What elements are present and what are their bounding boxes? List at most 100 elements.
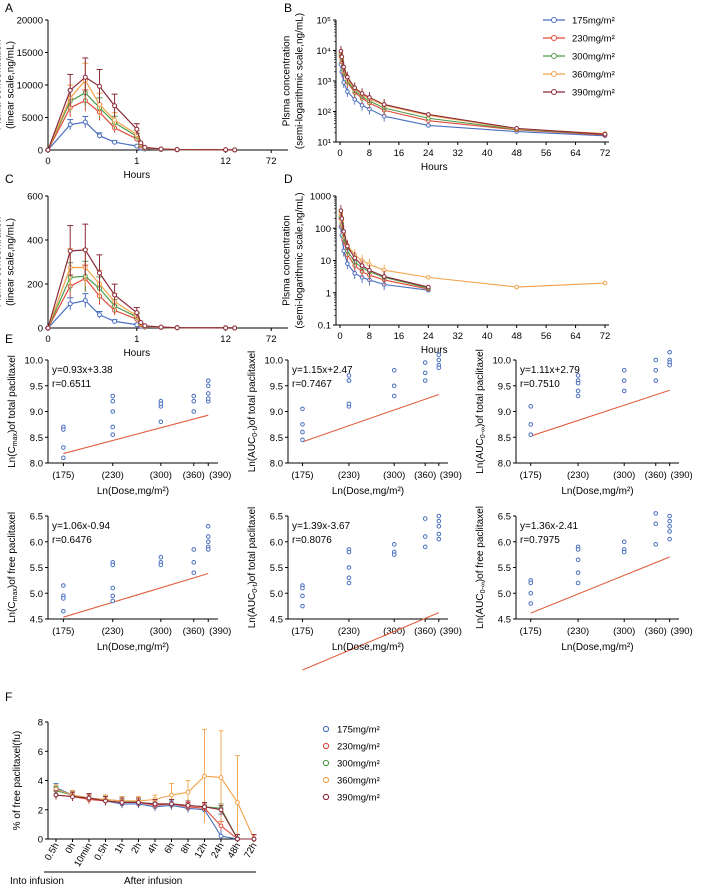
scatter-point-E1 [110,398,116,404]
panel-C-ylabel: Plsma concentration (linear scale,ng/mL) [0,217,17,308]
scatter-point-E5 [346,575,352,581]
panel-E3-r-value: r=0.7510 [520,379,560,390]
scatter-point-E5 [422,544,428,550]
legend-F-label-175mg/m2: 175mg/m² [337,725,380,736]
panel-C-ytick-label: 200 [27,280,43,291]
panel-E3-ytick-label: 9.5 [498,381,511,392]
data-point-D-390mg/m2 [345,243,350,249]
scatter-point-E1 [191,409,197,414]
panel-E2-ytick-label: 10.0 [265,356,284,367]
panel-E6-r-value: r=0.7975 [520,535,560,546]
panel-E2-ytick-label: 8.5 [270,433,283,444]
series-line-A-360mg/m2 [47,79,235,151]
scatter-point-E1 [110,409,116,414]
data-point-B-390mg/m2 [359,91,365,96]
scatter-point-E5 [436,513,442,519]
data-point-C-390mg/m2 [223,325,229,331]
panel-F-xtick-label: 8h [179,841,194,856]
data-point-D-390mg/m2 [341,229,346,234]
panel-C-ytick-label: 400 [27,236,43,247]
panel-E4-ylabel: Ln(Cmax)of free paclitaxel [7,512,19,623]
data-point-F-390mg/m2 [202,804,207,810]
panel-B-xtick-label: 56 [541,148,552,159]
scatter-point-E6 [575,557,581,563]
panel-F-xtick-label: 4h [146,841,161,856]
scatter-point-E5 [436,531,442,537]
panel-E3-ylabel-text: Ln(AUC0-∞)of total paclitaxel [475,349,487,474]
panel-D-xtick-label: 72 [600,331,611,342]
data-point-D-390mg/m2 [339,216,345,221]
scatter-point-E2 [300,437,305,443]
data-point-B-390mg/m2 [341,64,346,70]
panel-C-ytick-label: 0 [38,324,43,335]
scatter-point-E3 [621,388,627,394]
panel-E6-ylabel: Ln(AUC0-∞)of free paclitaxel [475,506,487,629]
scatter-point-E1 [205,391,211,396]
scatter-point-E4 [61,608,66,614]
panel-label-E: E [5,332,13,346]
data-point-F-390mg/m2 [235,836,240,842]
data-point-A-390mg/m2 [82,74,88,80]
panel-F-xtick-label: 0.5h [43,841,62,863]
panel-E5-ytick-label: 4.5 [270,615,283,626]
panel-E2-equation: y=1.15x+2.47 [292,365,353,376]
data-point-C-175mg/m2 [82,298,88,303]
data-point-F-390mg/m2 [185,802,191,808]
panel-E5-r-value: r=0.8076 [292,535,332,546]
data-point-B-390mg/m2 [514,126,519,131]
panel-E6-xtick-label: (390) [671,626,693,637]
panel-E4-xtick-label: (230) [102,626,124,637]
panel-E5-xtick-label: (230) [338,626,360,637]
panel-C-xtick-label: 0 [45,334,50,345]
data-point-B-175mg/m2 [426,123,431,128]
scatter-point-E6 [653,521,659,527]
data-point-A-390mg/m2 [67,87,73,93]
panel-E1-xtick-label: (175) [52,470,74,481]
panel-F-xtick-label: 48h [226,841,243,860]
data-point-F-390mg/m2 [86,795,92,801]
legend-label-390mg/m2: 390mg/m² [572,88,615,99]
scatter-point-E3 [575,380,581,386]
scatter-point-E4 [205,539,211,545]
panel-E6-xtick-label: (360) [645,626,667,637]
panel-D-xtick-label: 64 [570,331,581,342]
regression-line-E2 [302,393,439,443]
panel-E4-ytick-label: 5.5 [30,563,43,574]
scatter-point-E6 [653,511,659,516]
data-point-B-390mg/m2 [339,54,345,60]
data-point-B-390mg/m2 [602,131,608,137]
scatter-point-E5 [300,585,305,591]
legend-marker-300mg/m2 [551,53,557,59]
panel-E2-r-value: r=0.7467 [292,379,332,390]
scatter-point-E5 [436,536,442,542]
panel-E4-xtick-label: (300) [150,626,172,637]
scatter-point-E1 [158,401,164,407]
panel-D-xtick-label: 16 [394,331,405,342]
data-point-F-230mg/m2 [218,823,224,829]
scatter-point-E1 [61,427,66,432]
panel-E1-xtick-label: (230) [102,470,124,481]
panel-F-ytick-label: 6 [38,747,43,758]
scatter-point-E5 [436,524,442,529]
panel-E2-xtick-label: (230) [338,470,360,481]
panel-D-xlabel: Hours [421,345,448,356]
panel-E2-xtick-label: (390) [440,470,462,481]
panel-F-xtick-label: 2h [129,841,144,856]
scatter-point-E6 [667,529,672,534]
data-point-D-390mg/m2 [338,208,344,214]
scatter-point-E5 [346,565,352,570]
legend-marker-175mg/m2 [551,17,557,23]
legend-marker-390mg/m2 [551,89,557,95]
panel-label-F: F [5,690,12,704]
scatter-point-E5 [391,552,397,557]
data-point-A-390mg/m2 [134,126,140,132]
data-point-C-390mg/m2 [174,325,180,331]
scatter-point-E6 [667,536,672,542]
data-point-A-175mg/m2 [82,119,88,125]
panel-label-D: D [284,172,293,186]
panel-D-xtick-label: 8 [367,331,372,342]
panel-D-xtick-label: 40 [482,331,493,342]
scatter-point-E5 [391,542,397,547]
data-point-D-390mg/m2 [367,267,372,273]
